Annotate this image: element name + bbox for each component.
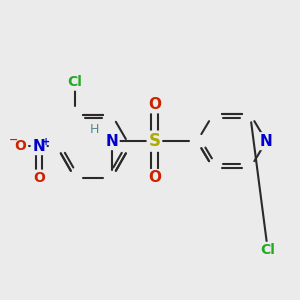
Text: N: N: [32, 139, 45, 154]
Text: O: O: [33, 171, 45, 185]
Text: H: H: [89, 123, 99, 136]
Text: +: +: [42, 137, 50, 147]
Text: Cl: Cl: [260, 243, 275, 257]
Text: O: O: [14, 139, 26, 153]
Text: O: O: [148, 170, 161, 185]
Text: N: N: [260, 134, 273, 149]
Text: O: O: [148, 97, 161, 112]
Text: −: −: [8, 135, 18, 145]
Text: Cl: Cl: [68, 75, 82, 89]
Text: S: S: [148, 132, 160, 150]
Text: H: H: [89, 123, 99, 136]
Text: N: N: [105, 134, 118, 149]
